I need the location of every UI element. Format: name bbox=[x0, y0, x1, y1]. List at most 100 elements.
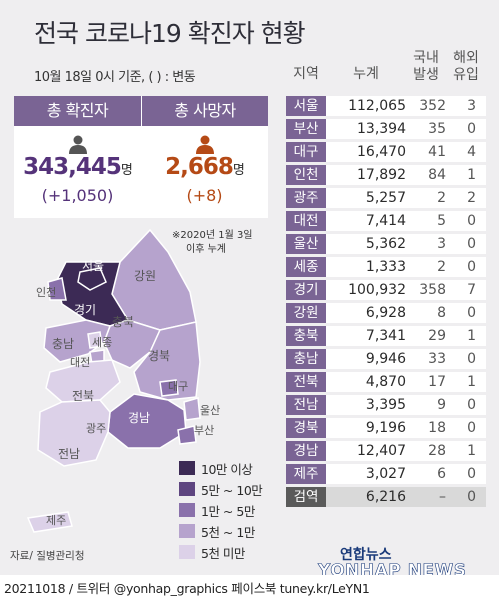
table-row: 전남 3,395 9 0 bbox=[286, 395, 486, 415]
map-label: 서울 bbox=[82, 259, 104, 273]
row-background bbox=[326, 234, 486, 254]
row-background bbox=[326, 165, 486, 185]
table-row: 검역 6,216 – 0 bbox=[286, 487, 486, 507]
map-label: 세종 bbox=[92, 336, 112, 349]
legend-swatch bbox=[179, 503, 195, 517]
row-total: 6,928 bbox=[365, 305, 406, 321]
row-total: 9,946 bbox=[365, 351, 406, 367]
person-icon bbox=[69, 135, 87, 154]
table-row: 충남 9,946 33 0 bbox=[286, 349, 486, 369]
region-jeju bbox=[26, 511, 73, 533]
row-total: 9,196 bbox=[365, 420, 406, 436]
row-background bbox=[326, 487, 486, 507]
region-daegu bbox=[159, 379, 179, 397]
korea-map: ※2020년 1월 3일 이후 누계 서울 인천 경기 강원 충북 충남 세종 … bbox=[26, 228, 253, 533]
row-background bbox=[326, 211, 486, 231]
row-domestic: 5 bbox=[437, 213, 446, 229]
region-gyeongbuk bbox=[133, 321, 201, 401]
row-background bbox=[326, 303, 486, 323]
row-region: 부산 bbox=[286, 119, 326, 139]
map-label: 부산 bbox=[194, 424, 214, 437]
row-imported: 7 bbox=[467, 282, 476, 298]
row-background bbox=[326, 96, 486, 116]
footer: 20211018 / 트위터 @yonhap_graphics 페이스북 tun… bbox=[0, 575, 499, 599]
row-imported: 2 bbox=[467, 190, 476, 206]
map-label: 인천 bbox=[36, 285, 56, 299]
row-total: 1,333 bbox=[365, 259, 406, 275]
legend-swatch bbox=[179, 524, 195, 538]
footer-text: 20211018 / 트위터 @yonhap_graphics 페이스북 tun… bbox=[4, 581, 370, 596]
deaths-label: 총 사망자 bbox=[141, 96, 268, 126]
region-chungbuk bbox=[103, 319, 162, 369]
legend-label: 5만 ~ 10만 bbox=[201, 483, 263, 498]
map-label: 경기 bbox=[74, 303, 96, 317]
confirmed-label: 총 확진자 bbox=[14, 96, 141, 126]
header-total: 누계 bbox=[353, 66, 379, 82]
row-imported: 1 bbox=[467, 328, 476, 344]
legend-label: 10만 이상 bbox=[201, 462, 253, 477]
table-row: 울산 5,362 3 0 bbox=[286, 234, 486, 254]
region-chungnam bbox=[43, 319, 111, 363]
summary-panel: 총 확진자 총 사망자 343,445명 2,668명 (+1,050) (+8… bbox=[14, 96, 268, 218]
row-domestic: 17 bbox=[428, 374, 446, 390]
region-seoul bbox=[77, 267, 107, 291]
map-note-1: ※2020년 1월 3일 bbox=[172, 229, 253, 241]
row-domestic: 2 bbox=[437, 190, 446, 206]
row-background bbox=[326, 188, 486, 208]
row-total: 4,870 bbox=[365, 374, 406, 390]
map-label: 강원 bbox=[134, 269, 156, 283]
table-row: 세종 1,333 2 0 bbox=[286, 257, 486, 277]
legend-swatch bbox=[179, 545, 195, 559]
row-region: 경북 bbox=[286, 418, 326, 438]
row-imported: 1 bbox=[467, 443, 476, 459]
row-domestic: 84 bbox=[428, 167, 446, 183]
deaths-delta: (+8) bbox=[186, 186, 223, 205]
row-domestic: 18 bbox=[428, 420, 446, 436]
legend-label: 1만 ~ 5만 bbox=[201, 504, 255, 519]
row-domestic: 41 bbox=[428, 144, 446, 160]
row-background bbox=[326, 395, 486, 415]
table-row: 경북 9,196 18 0 bbox=[286, 418, 486, 438]
source-note: 자료/ 질병관리청 bbox=[10, 550, 85, 562]
row-region: 광주 bbox=[286, 188, 326, 208]
legend-label: 5천 ~ 1만 bbox=[201, 525, 255, 540]
row-imported: 0 bbox=[467, 236, 476, 252]
map-label: 전북 bbox=[72, 389, 94, 403]
map-label: 경북 bbox=[148, 349, 170, 363]
row-imported: 4 bbox=[467, 144, 476, 160]
row-imported: 0 bbox=[467, 397, 476, 413]
header-region: 지역 bbox=[293, 66, 319, 82]
row-imported: 0 bbox=[467, 213, 476, 229]
header-domestic: 국내 발생 bbox=[413, 50, 439, 83]
row-background bbox=[326, 464, 486, 484]
row-total: 5,362 bbox=[365, 236, 406, 252]
row-region: 충남 bbox=[286, 349, 326, 369]
row-domestic: 6 bbox=[437, 466, 446, 482]
table-row: 부산 13,394 35 0 bbox=[286, 119, 486, 139]
row-region: 경남 bbox=[286, 441, 326, 461]
row-region: 충북 bbox=[286, 326, 326, 346]
row-region: 인천 bbox=[286, 165, 326, 185]
row-region: 서울 bbox=[286, 96, 326, 116]
row-background bbox=[326, 142, 486, 162]
row-domestic: 9 bbox=[437, 397, 446, 413]
table-row: 경기 100,932 358 7 bbox=[286, 280, 486, 300]
row-domestic: 35 bbox=[428, 121, 446, 137]
row-background bbox=[326, 441, 486, 461]
row-background bbox=[326, 119, 486, 139]
row-domestic: 33 bbox=[428, 351, 446, 367]
row-total: 6,216 bbox=[365, 489, 406, 505]
row-domestic: 29 bbox=[428, 328, 446, 344]
row-region: 검역 bbox=[286, 487, 326, 507]
legend-swatch bbox=[179, 461, 195, 475]
table-row: 광주 5,257 2 2 bbox=[286, 188, 486, 208]
row-imported: 0 bbox=[467, 351, 476, 367]
table-row: 충북 7,341 29 1 bbox=[286, 326, 486, 346]
row-region: 강원 bbox=[286, 303, 326, 323]
row-region: 세종 bbox=[286, 257, 326, 277]
row-domestic: 2 bbox=[437, 259, 446, 275]
row-region: 제주 bbox=[286, 464, 326, 484]
map-label: 경남 bbox=[128, 411, 150, 425]
row-background bbox=[326, 372, 486, 392]
row-total: 3,395 bbox=[365, 397, 406, 413]
